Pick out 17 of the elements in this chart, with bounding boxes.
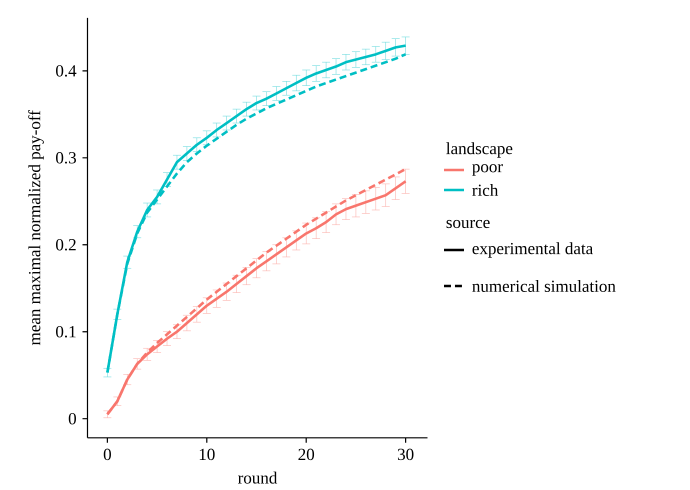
y-axis-title: mean maximal normalized pay-off (28, 110, 44, 346)
y-tick-label: 0.2 (56, 238, 76, 251)
legend-label: poor (472, 164, 503, 176)
legend-title: landscape (446, 142, 512, 158)
y-tick-label: 0.4 (56, 65, 76, 77)
legend-label: rich (472, 184, 498, 196)
text: experimental data (472, 242, 593, 258)
y-tick-label: 0 (68, 412, 76, 424)
x-tick-label: 30 (398, 448, 414, 460)
x-axis-title: round (238, 472, 278, 484)
text: source (446, 220, 490, 228)
text: numerical simulation (472, 280, 616, 292)
x-tick-label: 0 (104, 448, 111, 460)
x-tick-label: 20 (298, 448, 314, 460)
y-tick-label: 0.3 (56, 152, 76, 164)
x-tick-label: 10 (200, 448, 215, 460)
y-tick-label: 0.1 (56, 326, 76, 338)
